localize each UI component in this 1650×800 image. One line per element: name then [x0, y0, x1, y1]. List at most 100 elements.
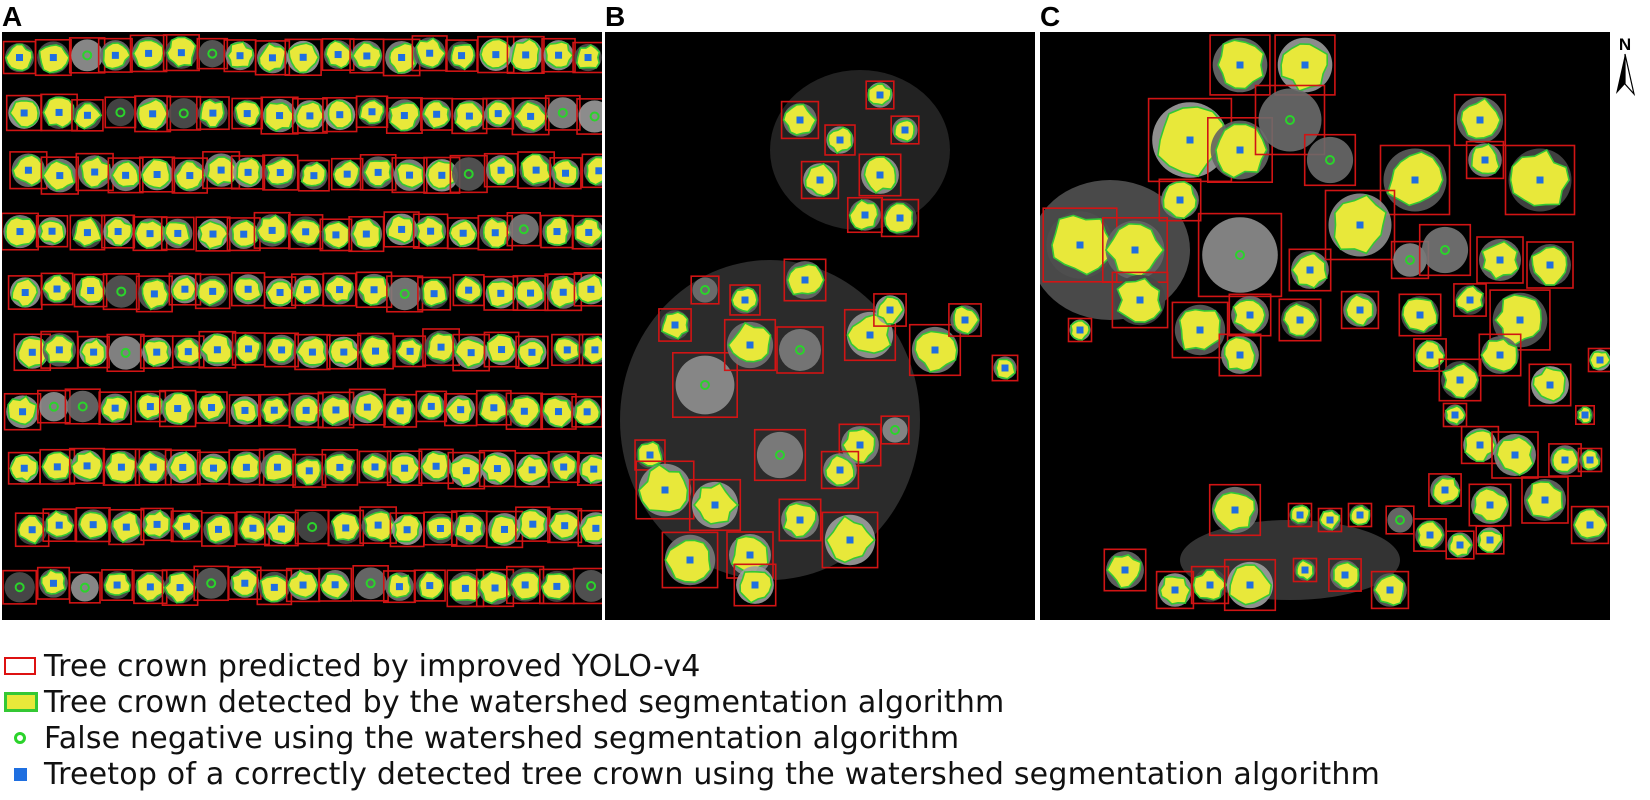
- treetop-marker: [1586, 521, 1594, 529]
- prediction-box: [571, 215, 602, 250]
- prediction-box: [1445, 530, 1475, 560]
- prediction-box: [658, 308, 692, 342]
- treetop-marker: [465, 112, 473, 120]
- treetop-marker: [1516, 316, 1524, 324]
- treetop-marker: [1596, 356, 1604, 364]
- treetop-marker: [876, 171, 884, 179]
- treetop-marker: [305, 467, 313, 475]
- canopy-shadow: [1393, 243, 1427, 277]
- treetop-marker: [741, 296, 749, 304]
- prediction-box: [1208, 483, 1262, 537]
- treetop-marker: [55, 108, 63, 116]
- treetop-marker: [208, 404, 216, 412]
- treetop-marker: [751, 581, 759, 589]
- prediction-box: [75, 507, 111, 543]
- prediction-box: [572, 41, 602, 74]
- prediction-box: [1478, 333, 1522, 377]
- treetop-marker: [458, 52, 466, 60]
- treetop-marker: [583, 408, 591, 416]
- canopy-shadow: [71, 39, 104, 72]
- prediction-box: [573, 271, 602, 307]
- treetop-marker: [559, 288, 567, 296]
- treetop-marker: [270, 583, 278, 591]
- treetop-marker: [426, 582, 434, 590]
- treetop-marker: [1456, 376, 1464, 384]
- treetop-marker: [1301, 566, 1309, 574]
- treetop-marker: [1561, 456, 1569, 464]
- treetop-marker: [245, 345, 253, 353]
- treetop-marker: [150, 290, 158, 298]
- prediction-box: [1575, 404, 1596, 425]
- treetop-marker: [746, 551, 754, 559]
- prediction-box: [71, 99, 104, 132]
- treetop-marker: [426, 49, 434, 57]
- treetop-marker: [16, 228, 24, 236]
- treetop-marker: [554, 408, 562, 416]
- prediction-box: [348, 388, 386, 426]
- panel-letter-c: C: [1040, 1, 1060, 32]
- prediction-box: [880, 415, 910, 445]
- prediction-box: [98, 391, 132, 425]
- false-negative-marker: [700, 285, 710, 295]
- prediction-box: [195, 391, 228, 424]
- treetop-marker: [299, 581, 307, 589]
- treetop-marker: [1301, 61, 1309, 69]
- false-negative-marker: [1325, 155, 1335, 165]
- treetop-marker: [299, 53, 307, 61]
- treetop-marker: [876, 91, 884, 99]
- watershed-crown: [580, 514, 602, 542]
- legend-item-watershed: Tree crown detected by the watershed seg…: [0, 684, 1004, 720]
- prediction-box: [321, 449, 359, 486]
- north-label: N: [1619, 35, 1631, 54]
- false-negative-marker: [365, 578, 376, 589]
- treetop-marker: [342, 524, 350, 532]
- treetop-marker: [836, 136, 844, 144]
- treetop-marker: [591, 346, 599, 354]
- treetop-marker: [90, 348, 98, 356]
- treetop-marker: [465, 525, 473, 533]
- false-negative-marker: [48, 401, 59, 412]
- treetop-marker: [49, 579, 57, 587]
- treetop-marker: [145, 49, 153, 57]
- prediction-box: [1207, 117, 1274, 184]
- treetop-marker: [836, 466, 844, 474]
- treetop-marker: [1356, 221, 1364, 229]
- canopy-shadow: [1258, 88, 1322, 152]
- treetop-marker: [1511, 451, 1519, 459]
- treetop-marker: [886, 306, 894, 314]
- treetop-marker: [372, 347, 380, 355]
- treetop-marker: [55, 346, 63, 354]
- treetop-marker: [181, 285, 189, 293]
- prediction-box: [1317, 507, 1343, 533]
- treetop-marker: [146, 403, 154, 411]
- prediction-box: [1228, 293, 1272, 337]
- prediction-box: [385, 97, 423, 134]
- treetop-marker: [55, 521, 63, 529]
- treetop-marker: [362, 230, 370, 238]
- treetop-marker: [270, 406, 278, 414]
- treetop-marker: [209, 287, 217, 295]
- treetop-marker: [1341, 571, 1349, 579]
- treetop-marker: [53, 463, 61, 471]
- canopy-shadow: [168, 98, 199, 129]
- false-negative-marker: [589, 111, 600, 122]
- treetop-marker: [1546, 381, 1554, 389]
- canopy-shadow: [756, 431, 804, 479]
- prediction-box: [1218, 333, 1262, 377]
- canopy-shadow: [106, 98, 135, 127]
- treetop-marker: [398, 53, 406, 61]
- treetop-marker: [1306, 266, 1314, 274]
- false-negative-marker: [586, 580, 597, 591]
- prediction-box: [890, 115, 920, 145]
- prediction-box: [1067, 317, 1093, 343]
- treetop-marker: [209, 230, 217, 238]
- treetop-marker: [1486, 501, 1494, 509]
- treetop-marker: [461, 584, 469, 592]
- treetop-marker: [310, 172, 318, 180]
- treetop-marker: [89, 521, 97, 529]
- treetop-marker: [306, 112, 314, 120]
- treetop-marker: [1356, 511, 1364, 519]
- prediction-box: [1438, 358, 1482, 402]
- treetop-marker: [117, 463, 125, 471]
- treetop-marker: [961, 316, 969, 324]
